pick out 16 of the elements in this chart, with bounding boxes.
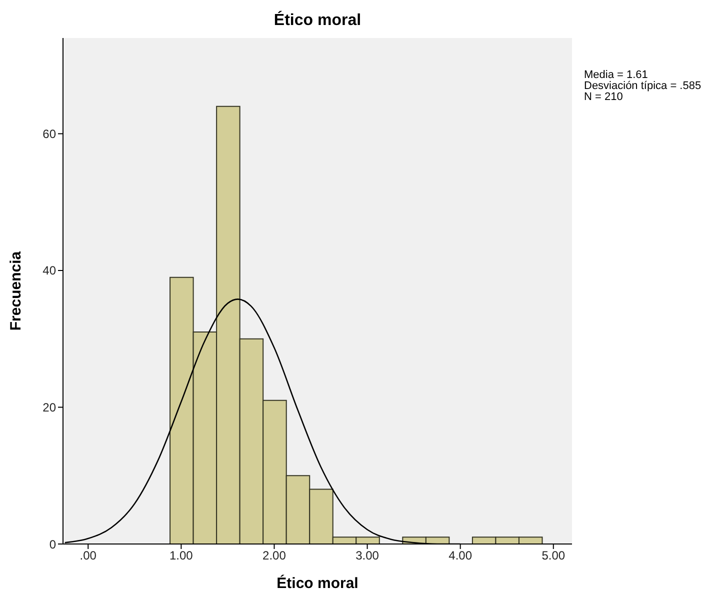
text: Desviación típica = .585 bbox=[584, 80, 702, 92]
x-axis-title: Ético moral bbox=[276, 574, 358, 592]
x-tick-label: 3.00 bbox=[356, 548, 380, 563]
y-tick-label: 20 bbox=[42, 400, 56, 415]
y-tick-label: 0 bbox=[49, 537, 56, 552]
x-tick-label: 5.00 bbox=[542, 548, 566, 563]
y-tick-label: 60 bbox=[42, 126, 56, 141]
chart-title: Ético moral bbox=[272, 12, 362, 30]
y-axis-title: Frecuencia bbox=[7, 250, 24, 331]
x-tick-label: 1.00 bbox=[170, 548, 194, 563]
x-tick-label: 4.00 bbox=[448, 548, 472, 563]
x-tick-label: .00 bbox=[80, 548, 97, 563]
x-tick-label: 2.00 bbox=[262, 548, 286, 563]
text: N = 210 bbox=[584, 91, 624, 103]
y-tick-label: 40 bbox=[42, 264, 56, 278]
text: Media = 1.61 bbox=[584, 69, 648, 81]
